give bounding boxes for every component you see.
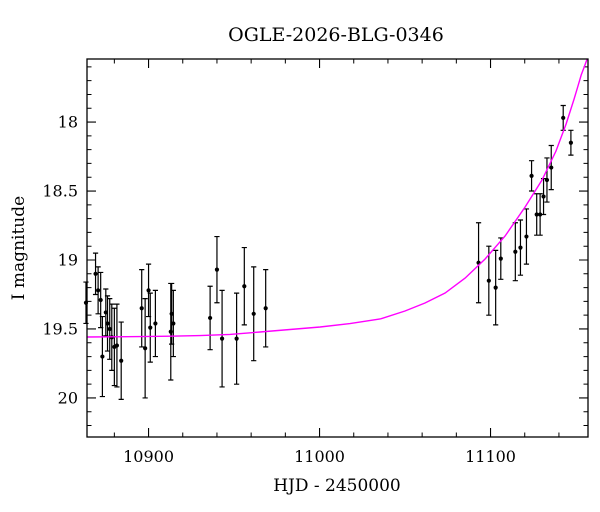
data-point: [549, 165, 554, 170]
data-point: [251, 311, 256, 316]
data-point: [486, 278, 491, 283]
data-point: [93, 271, 98, 276]
data-point: [146, 288, 151, 293]
data-point: [114, 343, 120, 348]
data-point: [568, 140, 574, 145]
model-curve-layer: [87, 59, 588, 338]
x-tick-label: 10900: [123, 447, 174, 466]
data-point: [143, 346, 148, 351]
data-point: [119, 358, 124, 363]
data-point: [96, 288, 101, 293]
data-point: [561, 115, 566, 121]
data-point: [219, 336, 225, 341]
data-point: [148, 325, 153, 330]
data-point: [493, 285, 498, 290]
y-tick-label: 19.5: [42, 319, 78, 338]
data-point: [107, 326, 112, 332]
data-point: [208, 315, 213, 321]
data-point: [498, 256, 503, 261]
data-point: [168, 329, 173, 334]
x-tick-label: 11100: [465, 447, 516, 466]
data-point: [524, 234, 529, 239]
y-tick-label: 18.5: [42, 182, 78, 201]
data-point: [518, 245, 523, 250]
error-bars: [83, 104, 574, 400]
plot-title: OGLE-2026-BLG-0346: [228, 24, 444, 46]
data-point: [105, 321, 110, 326]
plot-frame: [86, 58, 589, 438]
y-tick-label: 20: [58, 388, 78, 407]
y-tick-label: 19: [58, 251, 78, 270]
minor-ticks: [87, 59, 588, 437]
data-point: [171, 321, 176, 326]
data-point: [263, 306, 268, 311]
data-point: [513, 249, 518, 254]
data-point: [529, 173, 534, 178]
data-point: [139, 306, 144, 311]
data-point: [538, 212, 543, 217]
x-axis-label: HJD - 2450000: [273, 476, 401, 496]
frame-rect: [86, 58, 589, 438]
data-point: [242, 284, 247, 289]
data-point: [544, 177, 550, 183]
data-point: [153, 321, 158, 326]
data-point: [98, 297, 103, 303]
data-point: [234, 336, 239, 341]
data-point: [169, 311, 174, 316]
y-axis-label: I magnitude: [9, 196, 29, 300]
major-ticks: [87, 59, 588, 437]
x-tick-label: 11000: [294, 447, 345, 466]
y-tick-label: 18: [58, 113, 78, 132]
axis-tick-labels: 10900 11000 11100 18 18.5 19 19.5 20: [42, 113, 516, 466]
photometry-series: [83, 104, 574, 400]
data-point: [534, 212, 539, 217]
data-point: [541, 194, 546, 199]
axis-ticks: [87, 59, 588, 437]
data-point: [214, 267, 220, 272]
model-curve: [87, 59, 588, 338]
data-point: [100, 354, 105, 359]
data-point: [103, 310, 108, 315]
